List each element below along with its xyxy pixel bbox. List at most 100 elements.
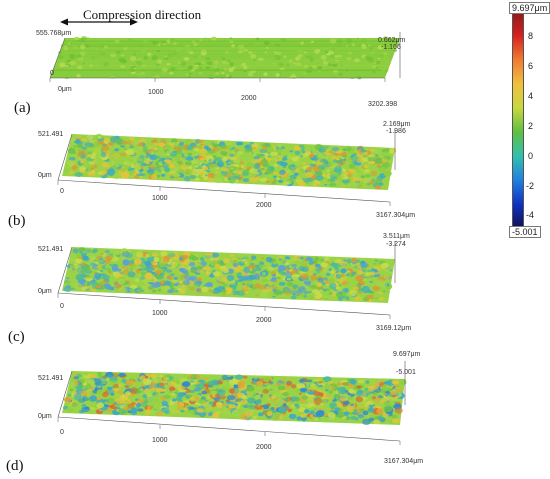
surface-patch	[218, 281, 223, 285]
surface-patch	[365, 295, 372, 299]
panel-b-label: (b)	[8, 213, 26, 229]
surface-patch	[246, 385, 255, 392]
surface-patch	[270, 270, 276, 276]
surface-patch	[137, 142, 144, 147]
surface-patch	[172, 280, 178, 284]
surface-patch	[101, 162, 109, 168]
surface-patch	[391, 414, 398, 419]
surface-patch	[353, 286, 359, 290]
surface-patch	[275, 72, 280, 77]
surface-patch	[346, 179, 351, 183]
surface-patch	[308, 267, 313, 271]
surface-patch	[115, 288, 119, 291]
surface-patch	[220, 166, 228, 172]
surface-patch	[337, 387, 346, 395]
surface-patch	[346, 405, 356, 413]
surface-patch	[96, 266, 101, 269]
surface-patch	[66, 407, 74, 413]
surface-patch	[69, 61, 77, 65]
surface-patch	[194, 177, 200, 181]
surface-patch	[173, 166, 180, 172]
surface-patch	[134, 165, 141, 171]
surface-patch	[162, 256, 171, 263]
surface-patch	[75, 252, 82, 258]
surface-patch	[188, 72, 193, 75]
surface-patch	[375, 157, 383, 164]
surface-patch	[256, 176, 260, 180]
surface-patch	[98, 141, 105, 145]
surface-patch	[189, 51, 194, 54]
surface-patch	[228, 67, 234, 73]
surface-patch	[375, 66, 379, 69]
surface-patch	[310, 40, 315, 43]
surface-patch	[347, 157, 356, 164]
surface-patch	[115, 392, 120, 397]
panel-d-y-top-label: 521.491	[38, 375, 64, 382]
surface-patch	[142, 279, 149, 284]
surface-patch	[69, 264, 75, 268]
surface-patch	[393, 49, 398, 52]
surface-patch	[323, 59, 326, 62]
panel-a-y-top-label: 555.768μm	[36, 30, 72, 37]
surface-patch	[322, 267, 330, 273]
surface-patch	[381, 158, 388, 163]
surface-patch	[82, 172, 89, 177]
surface-patch	[155, 274, 162, 280]
surface-patch	[371, 396, 376, 400]
surface-patch	[220, 150, 228, 155]
surface-patch	[379, 166, 386, 173]
surface-patch	[199, 148, 207, 155]
surface-patch	[185, 156, 194, 161]
surface-patch	[93, 148, 101, 154]
surface-patch	[338, 45, 341, 47]
surface-patch	[120, 394, 126, 399]
surface-patch	[381, 151, 390, 156]
surface-patch	[296, 294, 300, 297]
surface-patch	[236, 151, 243, 155]
surface-patch	[246, 279, 254, 286]
surface-patch	[106, 408, 113, 413]
surface-patch	[303, 177, 310, 183]
surface-patch	[158, 142, 165, 148]
panel-d-y-zero-label: 0μm	[38, 413, 52, 420]
surface-patch	[145, 253, 150, 258]
surface-patch	[250, 53, 257, 59]
surface-patch	[176, 404, 184, 411]
surface-patch	[356, 48, 361, 51]
surface-patch	[304, 146, 313, 151]
surface-patch	[242, 275, 249, 281]
surface-patch	[358, 270, 364, 275]
surface-patch	[341, 175, 345, 178]
surface-patch	[351, 43, 356, 47]
surface-patch	[312, 391, 321, 396]
surface-patch	[175, 154, 183, 159]
surface-patch	[173, 276, 178, 280]
surface-patch	[99, 67, 102, 70]
surface-patch	[220, 56, 224, 59]
surface-patch	[161, 161, 166, 165]
surface-patch	[114, 39, 120, 44]
surface-patch	[294, 403, 300, 408]
surface-patch	[200, 261, 207, 266]
surface-patch	[258, 392, 262, 395]
surface-patch	[301, 416, 307, 422]
surface-patch	[323, 384, 330, 389]
surface-patch	[110, 76, 115, 79]
surface-patch	[161, 400, 169, 406]
surface-patch	[124, 377, 129, 380]
surface-patch	[274, 290, 281, 296]
surface-patch	[398, 379, 407, 386]
surface-patch	[310, 284, 317, 289]
surface-patch	[363, 169, 370, 173]
surface-patch	[82, 265, 91, 271]
surface-patch	[89, 395, 98, 402]
surface-patch	[299, 260, 308, 267]
surface-patch	[91, 164, 98, 169]
surface-patch	[266, 275, 272, 281]
surface-patch	[176, 276, 185, 281]
surface-patch	[317, 66, 323, 70]
surface-patch	[394, 383, 399, 388]
surface-patch	[383, 275, 391, 279]
surface-patch	[115, 138, 124, 146]
surface-patch	[380, 262, 389, 269]
